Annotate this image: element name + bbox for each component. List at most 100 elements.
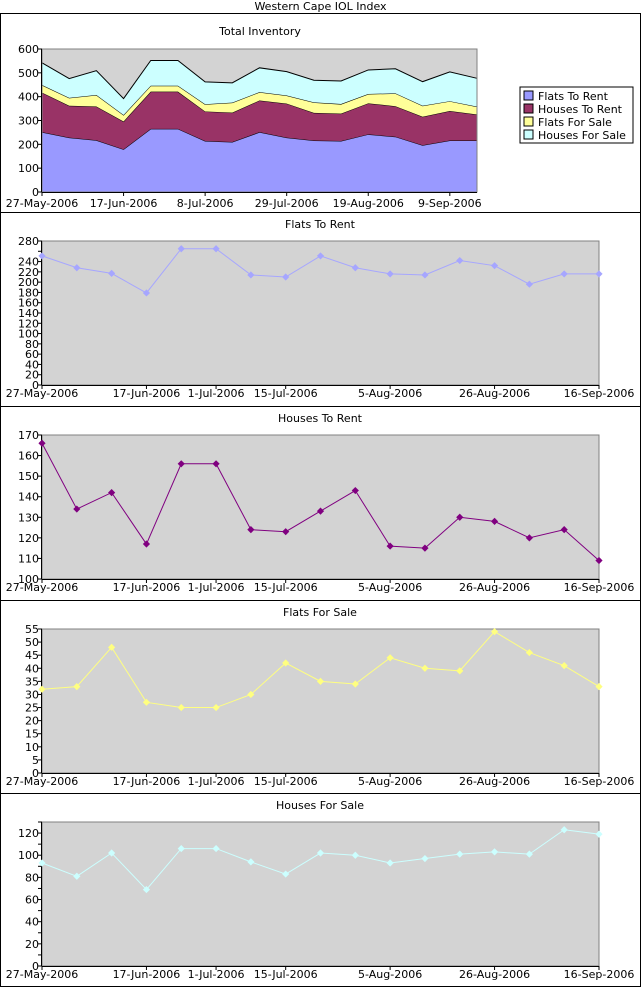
flats-to-rent-chart: Flats To Rent 020406080100120140160180200… (6, 218, 635, 400)
data-point (38, 859, 46, 867)
legend-swatch (523, 129, 534, 140)
y-tick-label: 20 (25, 938, 39, 951)
x-tick-label: 17-Jun-2006 (113, 968, 181, 981)
y-tick-label: 170 (18, 429, 39, 442)
y-tick-label: 50 (25, 636, 39, 649)
x-tick-label: 26-Aug-2006 (459, 775, 530, 788)
x-tick-label: 27-May-2006 (6, 387, 78, 400)
data-point (282, 659, 290, 667)
y-tick-label: 300 (18, 115, 39, 128)
data-point (247, 526, 255, 534)
x-tick-label: 1-Jul-2006 (188, 775, 245, 788)
data-point (282, 273, 290, 281)
data-point (560, 662, 568, 670)
data-point (560, 526, 568, 534)
x-tick-label: 17-Jun-2006 (113, 581, 181, 594)
chart-title: Houses For Sale (276, 799, 364, 812)
y-tick-label: 400 (18, 91, 39, 104)
data-point (247, 858, 255, 866)
total-inventory-chart: Total Inventory 0 100 200 300 400 500 600 27-May… (6, 25, 634, 210)
y-tick-label: 60 (25, 348, 39, 361)
x-tick-label: 5-Aug-2006 (358, 581, 422, 594)
data-point (108, 643, 116, 651)
data-point (595, 556, 603, 565)
legend-box (519, 86, 634, 144)
y-tick-label: 150 (18, 470, 39, 483)
y-tick-label: 40 (25, 916, 39, 929)
legend-label: Flats For Sale (538, 116, 612, 129)
y-tick-label: 20 (25, 715, 39, 728)
x-tick-label: 15-Jul-2006 (254, 775, 318, 788)
x-tick-label: 29-Jul-2006 (255, 197, 319, 210)
y-tick-label: 160 (18, 450, 39, 463)
y-tick-label: 130 (18, 511, 39, 524)
x-tick-label: 16-Sep-2006 (564, 581, 635, 594)
data-point (525, 850, 533, 858)
y-tick-label: 110 (18, 552, 39, 565)
x-tick-label: 15-Jul-2006 (254, 968, 318, 981)
y-tick-label: 180 (18, 286, 39, 299)
data-point (282, 870, 290, 878)
y-tick-label: 0 (32, 960, 39, 973)
data-point (142, 698, 151, 706)
y-tick-label: 5 (32, 754, 39, 767)
y-tick-label: 15 (25, 728, 39, 741)
data-point (351, 851, 359, 859)
data-point (73, 872, 81, 880)
data-point (316, 252, 325, 260)
y-tick-label: 200 (18, 276, 39, 289)
plot-area (41, 821, 600, 967)
data-point (456, 513, 464, 521)
data-point (490, 262, 499, 270)
data-point (177, 245, 185, 253)
area-houses-to-rent (42, 91, 477, 150)
houses-for-sale-chart: Houses For Sale 0 20 40 60 80 100 120 27-May-200… (6, 799, 635, 981)
data-point (421, 271, 429, 279)
data-point (490, 628, 499, 636)
y-tick-label: 120 (18, 532, 39, 545)
x-tick-label: 17-Jun-2006 (90, 197, 158, 210)
chart-title: Flats To Rent (285, 218, 356, 231)
y-tick-label: 240 (18, 256, 39, 269)
houses-to-rent-chart: Houses To Rent 100 110 120 130 140 150 160 170 27… (6, 412, 635, 594)
y-tick-label: 220 (18, 266, 39, 279)
y-tick-label: 100 (18, 573, 39, 586)
y-tick-label: 80 (25, 871, 39, 884)
legend-label: Flats To Rent (538, 90, 609, 103)
area-houses-for-sale (42, 60, 477, 116)
legend-swatch (523, 116, 534, 127)
x-tick-label: 5-Aug-2006 (358, 775, 422, 788)
x-tick-label: 16-Sep-2006 (564, 387, 635, 400)
plot-area (41, 628, 600, 774)
x-tick-label: 8-Jul-2006 (177, 197, 234, 210)
data-point (38, 439, 46, 447)
data-point (282, 528, 290, 536)
x-tick-label: 1-Jul-2006 (188, 387, 245, 400)
legend-label: Houses To Rent (538, 103, 623, 116)
y-tick-label: 600 (18, 43, 39, 56)
y-tick-label: 20 (25, 369, 39, 382)
data-point (351, 680, 359, 688)
data-point (386, 859, 394, 867)
x-tick-label: 19-Aug-2006 (333, 197, 404, 210)
x-tick-label: 5-Aug-2006 (358, 387, 422, 400)
x-tick-label: 17-Jun-2006 (113, 387, 181, 400)
data-point (212, 245, 220, 253)
x-tick-label: 1-Jul-2006 (188, 581, 245, 594)
x-tick-label: 9-Sep-2006 (418, 197, 482, 210)
y-tick-label: 60 (25, 894, 39, 907)
data-point (456, 256, 464, 265)
houses-for-sale-panel: Houses For Sale 0 20 40 60 80 100 120 27-May-200… (0, 793, 641, 987)
data-point (421, 854, 429, 863)
data-point (73, 264, 81, 272)
legend-swatch (523, 90, 534, 101)
y-tick-label: 40 (25, 662, 39, 675)
data-point (351, 264, 359, 272)
x-tick-label: 26-Aug-2006 (459, 968, 530, 981)
x-tick-label: 26-Aug-2006 (459, 581, 530, 594)
y-tick-label: 280 (18, 235, 39, 248)
data-point (386, 654, 394, 662)
y-tick-label: 25 (25, 702, 39, 715)
legend-swatch (523, 103, 534, 114)
